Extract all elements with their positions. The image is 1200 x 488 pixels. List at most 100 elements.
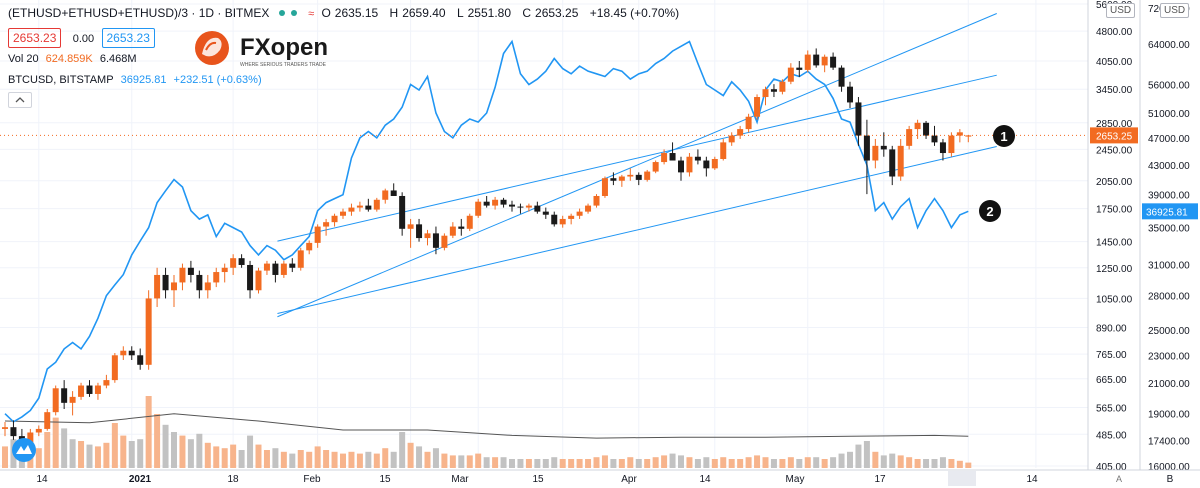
candle-body <box>365 205 372 210</box>
left-axis-unit[interactable]: USD <box>1106 3 1136 18</box>
left-axis-tick-label: 565.00 <box>1096 403 1127 414</box>
left-axis-tick-label: 765.00 <box>1096 350 1127 361</box>
right-axis-tick-label: 64000.00 <box>1148 40 1190 51</box>
volume-bar <box>348 451 355 468</box>
volume-bar <box>762 457 769 468</box>
candle-body <box>69 396 76 403</box>
right-axis-unit[interactable]: USD <box>1160 3 1190 18</box>
left-axis-tick-label: 1750.00 <box>1096 205 1133 216</box>
volume-bar <box>686 457 693 468</box>
candle-body <box>770 89 777 92</box>
channel-line <box>277 13 997 318</box>
volume-bar <box>297 450 304 468</box>
left-price-axis[interactable]: 5600.004800.004050.003450.002850.002450.… <box>1087 0 1138 473</box>
candle-body <box>399 195 406 229</box>
left-axis-tick-label: 2850.00 <box>1096 119 1133 130</box>
right-axis-tick-label: 56000.00 <box>1148 81 1190 92</box>
candle-body <box>61 388 68 403</box>
volume-bar <box>373 453 380 468</box>
candle-body <box>652 162 659 172</box>
candle-body <box>880 145 887 150</box>
candle-body <box>509 204 515 207</box>
volume-bar <box>525 459 532 468</box>
collapse-legend-button[interactable] <box>8 92 32 108</box>
volume-bar <box>441 453 448 468</box>
candle-body <box>306 242 313 251</box>
volume-bar <box>931 459 938 468</box>
volume-bar <box>703 457 710 468</box>
candle-body <box>821 56 828 66</box>
overlay-change: +232.51 (+0.63%) <box>173 74 262 86</box>
volume-bar <box>542 459 549 468</box>
candle-body <box>407 224 414 229</box>
volume-label[interactable]: Vol 20 <box>8 53 39 65</box>
candle-body <box>111 355 118 381</box>
time-axis-label: 2021 <box>129 474 152 485</box>
candle-body <box>551 214 558 225</box>
volume-bar <box>601 455 608 468</box>
volume-bar <box>661 455 668 468</box>
volume-bar <box>728 459 735 468</box>
candle-body <box>196 274 203 291</box>
volume-bar <box>669 453 676 468</box>
left-axis-tick-label: 2450.00 <box>1096 145 1133 156</box>
ohlc-high: H 2659.40 <box>389 6 446 20</box>
volume-bar <box>289 453 296 468</box>
candle-body <box>542 211 549 215</box>
candle-body <box>356 205 363 208</box>
candle-body <box>855 102 862 136</box>
candle-body <box>737 129 744 136</box>
volume-ma-line <box>4 413 969 439</box>
volume-bar <box>635 459 642 468</box>
volume-bar <box>678 455 684 468</box>
time-axis[interactable]: 14202118Feb15Mar15Apr14May17Jun14B <box>0 469 1200 486</box>
candle-body <box>120 350 127 356</box>
sell-button[interactable]: 2653.23 <box>8 28 62 48</box>
overlay-symbol[interactable]: BTCUSD, BITSTAMP <box>8 74 114 86</box>
candle-body <box>711 158 718 169</box>
volume-bar <box>255 444 262 468</box>
tradingview-logo-icon[interactable] <box>12 438 36 462</box>
candle-body <box>187 267 194 275</box>
left-axis-tick-label: 2050.00 <box>1096 177 1133 188</box>
candle-body <box>179 267 186 283</box>
volume-ma-value: 6.468M <box>99 53 137 65</box>
candle-body <box>483 201 490 206</box>
candle-body <box>720 142 727 159</box>
annotation-marker <box>979 200 1001 222</box>
volume-bar <box>137 439 144 468</box>
volume-bar <box>52 417 59 468</box>
candle-body <box>492 199 499 206</box>
volume-bar <box>35 448 42 468</box>
volume-bar <box>610 459 617 468</box>
candle-body <box>931 135 938 143</box>
volume-bar <box>103 442 110 468</box>
left-axis-tick-label: 485.00 <box>1096 430 1127 441</box>
trend-channel[interactable] <box>277 13 997 318</box>
candle-body <box>686 156 693 173</box>
candle-body <box>745 116 752 130</box>
volume-bar <box>171 432 177 468</box>
overlay-price-label-box <box>1142 203 1198 220</box>
candle-body <box>52 388 59 413</box>
brand-logo: FXopen WHERE SERIOUS TRADERS TRADE <box>192 28 342 77</box>
volume-bar <box>838 453 845 468</box>
candle-body <box>872 145 879 161</box>
right-axis-tick-label: 16000.00 <box>1148 462 1190 473</box>
volume-bar <box>331 451 338 468</box>
right-price-axis[interactable]: 72000.0064000.0056000.0051000.0047000.00… <box>1116 0 1198 484</box>
candle-body <box>703 160 710 169</box>
volume-bar <box>432 448 439 468</box>
candle-body <box>669 153 676 161</box>
volume-bar <box>2 446 8 468</box>
volume-bar <box>627 457 634 468</box>
candle-body <box>145 298 152 365</box>
candle-body <box>204 282 211 291</box>
buy-button[interactable]: 2653.23 <box>101 28 155 48</box>
symbol-title[interactable]: (ETHUSD+ETHUSD+ETHUSD)/3 · 1D · BITMEX <box>8 6 270 20</box>
volume-bar <box>61 428 68 468</box>
price-change: +18.45 (+0.70%) <box>589 6 680 20</box>
candle-body <box>923 122 930 136</box>
time-axis-label: 14 <box>36 474 48 485</box>
